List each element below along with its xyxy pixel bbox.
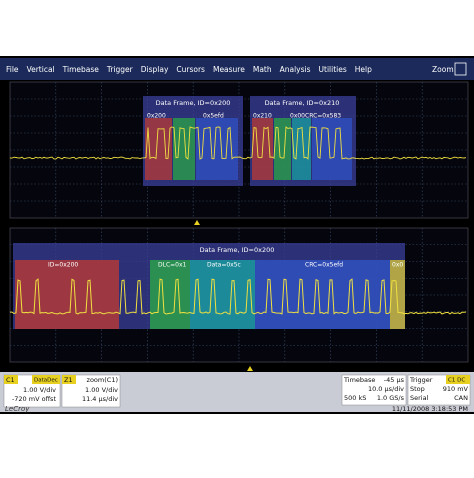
menu-item[interactable]: Help xyxy=(355,65,372,74)
menu-item[interactable]: Cursors xyxy=(176,65,205,74)
c1-tag xyxy=(4,375,18,384)
z1-tag xyxy=(62,375,76,384)
z1-line: 1.00 V/div xyxy=(85,386,118,394)
trigger-label: Trigger xyxy=(409,376,433,384)
menu-item[interactable]: Timebase xyxy=(62,65,100,74)
timebase-box[interactable] xyxy=(341,374,407,406)
menu-item[interactable]: Vertical xyxy=(27,65,55,74)
field-label: 0x00CRC=0x583 xyxy=(290,113,341,120)
field-label: 0x200 xyxy=(147,113,166,120)
zoom-button[interactable]: Zoom xyxy=(432,65,454,74)
menu-item[interactable]: Utilities xyxy=(319,65,347,74)
menu-item[interactable]: Trigger xyxy=(106,65,134,74)
trigger-line: 910 mV xyxy=(443,385,469,393)
field-label: 0x0 xyxy=(392,262,403,269)
menu: File Vertical Timebase Trigger Display Cursor… xyxy=(6,65,372,74)
trigger-marker xyxy=(194,220,200,225)
trigger-marker xyxy=(247,366,253,371)
field-label: 0x5efd xyxy=(203,113,224,120)
data-field xyxy=(292,118,311,180)
menu-item[interactable]: Display xyxy=(141,65,169,74)
menu-bar xyxy=(0,58,474,80)
crc-field xyxy=(255,260,390,329)
c1-decode-tag xyxy=(32,375,60,384)
upper-trace xyxy=(9,126,467,160)
c1-line: -720 mV offst xyxy=(12,395,57,403)
z1-label: Z1 xyxy=(64,376,73,384)
brand: LeCroy xyxy=(5,405,30,413)
timebase-line: 10.0 μs/div xyxy=(368,385,404,393)
frame-title: Data Frame, ID=0x210 xyxy=(265,99,340,107)
datetime: 11/11/2008 3:18:53 PM xyxy=(392,405,468,413)
trigger-line: Stop xyxy=(410,385,425,393)
menu-item[interactable]: Math xyxy=(253,65,272,74)
timebase-line: 1.0 GS/s xyxy=(377,394,405,402)
id-field xyxy=(15,260,119,329)
field-label: ID=0x200 xyxy=(48,262,78,269)
dlc-field xyxy=(150,260,190,329)
trigger-line: CAN xyxy=(454,394,468,402)
timebase-delay: -45 μs xyxy=(384,376,405,384)
frame-title: Data Frame, ID=0x200 xyxy=(156,99,231,107)
field-label: 0x210 xyxy=(253,113,272,120)
trigger-tag-bg xyxy=(446,375,470,384)
menu-item[interactable]: Analysis xyxy=(280,65,311,74)
menu-item[interactable]: Measure xyxy=(213,65,245,74)
field-label: DLC=0x1 xyxy=(158,262,187,269)
c1-line: 1.00 V/div xyxy=(23,386,56,394)
crc-field xyxy=(312,118,352,180)
ack-field xyxy=(390,260,405,329)
traces xyxy=(9,126,467,315)
menu-item[interactable]: File xyxy=(6,65,19,74)
timebase-label: Timebase xyxy=(343,376,375,384)
c1-decode: DataDec xyxy=(34,378,58,384)
field-label: CRC=0x5efd xyxy=(305,262,343,269)
c1-label: C1 xyxy=(6,376,15,384)
z1-name: zoom(C1) xyxy=(87,376,118,384)
frame-title: Data Frame, ID=0x200 xyxy=(200,246,275,254)
field-label: Data=0x5c xyxy=(207,262,241,269)
data-field xyxy=(190,260,255,329)
lower-trace xyxy=(10,278,467,315)
zoom-icon[interactable] xyxy=(454,62,467,76)
z1-line: 11.4 μs/div xyxy=(82,395,118,403)
trigger-line: Serial xyxy=(410,394,429,402)
timebase-line: 500 kS xyxy=(344,394,366,402)
trigger-tag: C1 DC xyxy=(448,378,465,384)
